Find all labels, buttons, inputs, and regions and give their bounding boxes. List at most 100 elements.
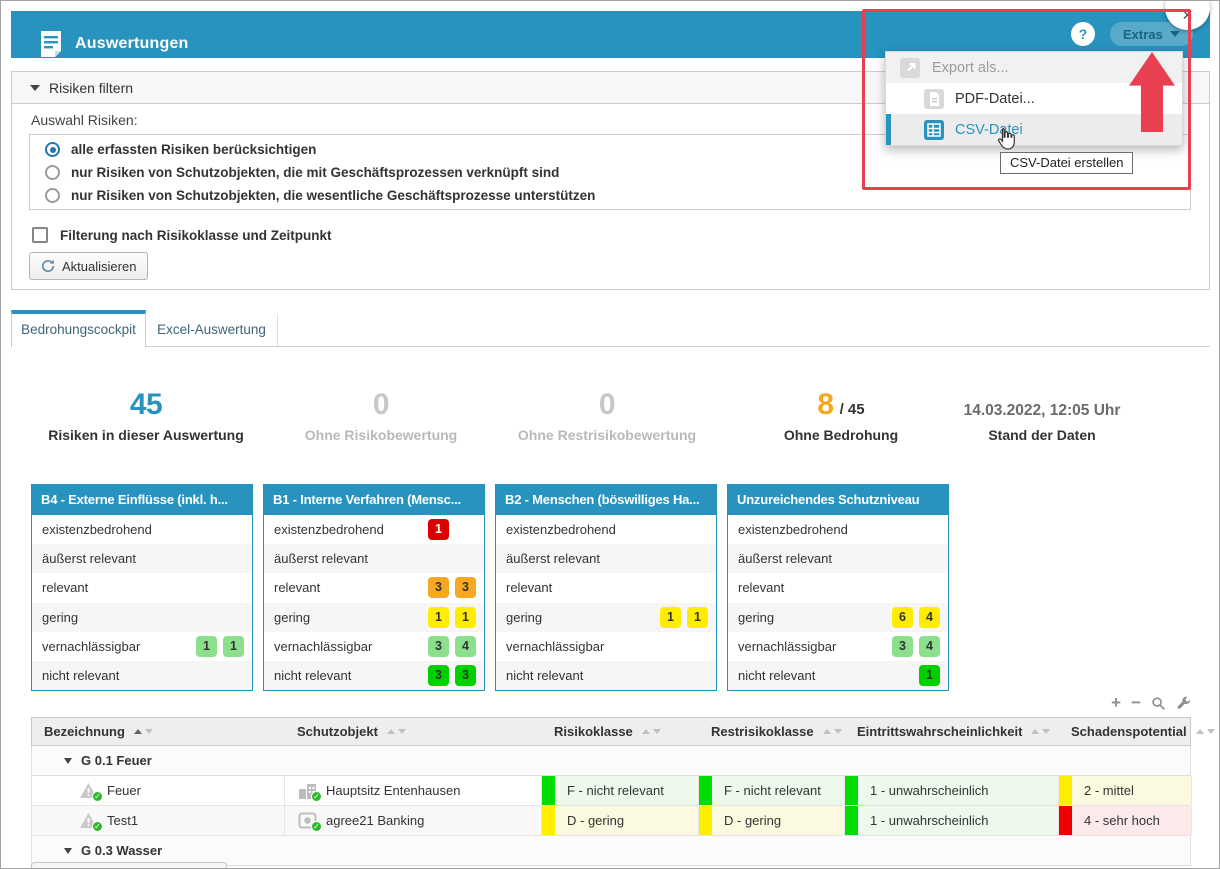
table-toolbar: + − xyxy=(1087,693,1191,712)
radio-linked-processes[interactable] xyxy=(45,165,60,180)
filter-checkbox-label: Filterung nach Risikoklasse und Zeitpunk… xyxy=(60,227,332,243)
matrix-row-label: existenzbedrohend xyxy=(738,522,848,538)
check-icon: ✓ xyxy=(311,791,322,802)
tab-excel-auswertung[interactable]: Excel-Auswertung xyxy=(146,314,278,346)
column-label: Risikoklasse xyxy=(554,724,633,739)
count-badge: 1 xyxy=(428,606,449,628)
count-badge: 4 xyxy=(919,606,940,628)
partial-control[interactable] xyxy=(31,862,227,868)
cell-risikoklasse: D - gering xyxy=(542,806,699,835)
matrix-row: nicht relevant xyxy=(32,660,252,691)
count-badge: 1 xyxy=(196,635,217,657)
column-header-schadenspotential[interactable]: Schadenspotential xyxy=(1059,718,1215,745)
table-row[interactable]: ✓ Test1 ✓ agree21 Banking D - gering D -… xyxy=(32,806,1192,836)
stat-value: 8 xyxy=(817,388,834,421)
stat-label: Ohne Restrisikobewertung xyxy=(517,427,697,443)
settings-wrench-icon[interactable] xyxy=(1176,696,1191,711)
matrix-row-label: gering xyxy=(274,609,311,625)
cell-bezeichnung: ✓ Test1 xyxy=(32,806,285,835)
table-row[interactable]: ✓ Feuer ✓ Hauptsitz Entenhausen F - nich… xyxy=(32,776,1192,806)
building-icon: ✓ xyxy=(298,782,322,802)
check-icon: ✓ xyxy=(92,821,103,832)
risk-card-b1: B1 - Interne Verfahren (Mensc... existen… xyxy=(263,484,485,691)
page-title: Auswertungen xyxy=(75,35,189,52)
matrix-row: gering xyxy=(32,602,252,632)
help-button[interactable]: ? xyxy=(1071,22,1095,46)
zoom-in-button[interactable]: + xyxy=(1111,693,1122,712)
stat-total-risks: 45 Risiken in dieser Auswertung xyxy=(36,389,256,444)
column-header-restrisikoklasse[interactable]: Restrisikoklasse xyxy=(699,718,845,745)
selection-label: Auswahl Risiken: xyxy=(31,112,138,128)
matrix-row: gering 1 1 xyxy=(496,602,716,632)
matrix-row: vernachlässigbar 1 1 xyxy=(32,631,252,661)
radio-essential-processes[interactable] xyxy=(45,188,60,203)
zoom-out-button[interactable]: − xyxy=(1131,693,1141,712)
group-row-wasser[interactable]: G 0.3 Wasser xyxy=(32,836,1190,866)
column-header-risikoklasse[interactable]: Risikoklasse xyxy=(542,718,699,745)
menu-item-csv[interactable]: CSV-Datei xyxy=(886,114,1182,145)
radio-label: nur Risiken von Schutzobjekten, die wese… xyxy=(71,188,596,203)
export-icon xyxy=(900,57,920,78)
matrix-row-label: vernachlässigbar xyxy=(506,638,605,654)
radio-row-essential-processes[interactable]: nur Risiken von Schutzobjekten, die wese… xyxy=(30,184,1190,207)
sort-icons xyxy=(1195,729,1215,734)
column-header-schutzobjekt[interactable]: Schutzobjekt xyxy=(285,718,542,745)
matrix-row: relevant xyxy=(32,573,252,603)
radio-label: nur Risiken von Schutzobjekten, die mit … xyxy=(71,165,560,180)
radio-all-risks[interactable] xyxy=(45,142,60,157)
cell-schutzobjekt: ✓ Hauptsitz Entenhausen xyxy=(285,776,542,805)
risk-name: Feuer xyxy=(107,783,141,798)
tab-bedrohungscockpit[interactable]: Bedrohungscockpit xyxy=(11,310,146,347)
risk-card-schutzniveau: Unzureichendes Schutzniveau existenzbedr… xyxy=(727,484,949,691)
active-item-bar xyxy=(886,114,891,145)
column-label: Restrisikoklasse xyxy=(711,724,814,739)
column-header-bezeichnung[interactable]: Bezeichnung xyxy=(32,718,285,745)
matrix-row: existenzbedrohend xyxy=(496,515,716,545)
group-row-feuer[interactable]: G 0.1 Feuer xyxy=(32,746,1190,776)
column-label: Bezeichnung xyxy=(44,724,125,739)
matrix-row: nicht relevant xyxy=(496,660,716,691)
table-header: Bezeichnung Schutzobjekt Risikoklasse Re… xyxy=(31,717,1215,746)
cell-value: D - gering xyxy=(567,813,625,828)
radio-row-linked-processes[interactable]: nur Risiken von Schutzobjekten, die mit … xyxy=(30,161,1190,184)
menu-item-pdf[interactable]: PDF-Datei... xyxy=(886,83,1182,114)
menu-group-label: Export als... xyxy=(932,59,1009,76)
sort-icons xyxy=(1031,729,1051,734)
cell-bezeichnung: ✓ Feuer xyxy=(32,776,285,805)
count-badge: 6 xyxy=(892,606,913,628)
object-name: Hauptsitz Entenhausen xyxy=(326,783,461,798)
matrix-row-label: nicht relevant xyxy=(738,667,816,683)
stat-value: 14.03.2022, 12:05 Uhr xyxy=(963,402,1121,419)
count-badge: 3 xyxy=(428,635,449,657)
title-bar: Auswertungen xyxy=(11,11,1210,58)
stat-no-threat: 8 / 45 Ohne Bedrohung xyxy=(731,388,951,444)
risk-card-title: B4 - Externe Einflüsse (inkl. h... xyxy=(32,485,252,515)
close-icon: ✕ xyxy=(1181,7,1194,23)
sort-icons xyxy=(386,729,406,734)
radio-row-all-risks[interactable]: alle erfassten Risiken berücksichtigen xyxy=(30,138,1190,161)
matrix-row-label: vernachlässigbar xyxy=(274,638,373,654)
filter-checkbox-row[interactable]: Filterung nach Risikoklasse und Zeitpunk… xyxy=(32,227,332,243)
cell-value: 1 - unwahrscheinlich xyxy=(870,783,989,798)
cell-eintrittswahrscheinlichkeit: 1 - unwahrscheinlich xyxy=(845,776,1059,805)
refresh-button[interactable]: Aktualisieren xyxy=(29,252,149,280)
matrix-row: vernachlässigbar xyxy=(496,631,716,661)
search-icon[interactable] xyxy=(1151,696,1166,711)
stat-label: Risiken in dieser Auswertung xyxy=(48,427,244,443)
collapse-caret-icon xyxy=(64,757,72,764)
filter-checkbox[interactable] xyxy=(32,227,48,243)
cell-restrisikoklasse: D - gering xyxy=(699,806,845,835)
cell-value: D - gering xyxy=(724,813,782,828)
matrix-row: nicht relevant 1 xyxy=(728,660,948,691)
extras-button[interactable]: Extras xyxy=(1110,22,1193,46)
count-badge: 3 xyxy=(455,664,476,686)
refresh-icon xyxy=(41,259,55,273)
stat-label: Ohne Bedrohung xyxy=(783,427,899,443)
status-color-bar xyxy=(845,776,858,805)
cell-value: F - nicht relevant xyxy=(724,783,821,798)
count-badge: 1 xyxy=(428,519,449,541)
column-header-eintrittswahrscheinlichkeit[interactable]: Eintrittswahrscheinlichkeit xyxy=(845,718,1059,745)
stat-value: 0 xyxy=(372,388,390,421)
filter-panel-title: Risiken filtern xyxy=(49,79,134,96)
sort-icons xyxy=(641,729,661,734)
